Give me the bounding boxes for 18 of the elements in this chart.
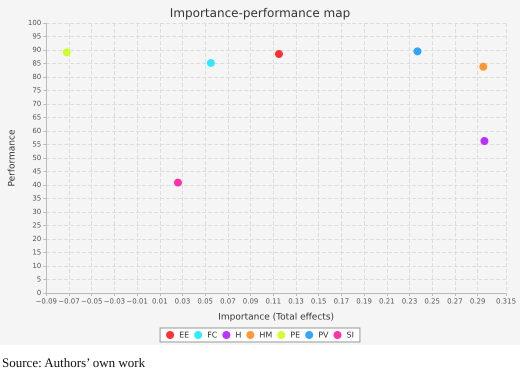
- x-axis-title: Importance (Total effects): [218, 312, 334, 322]
- legend-label: SI: [346, 330, 354, 340]
- point: [274, 50, 283, 58]
- source-note: Source: Authors’ own work: [1, 355, 146, 371]
- chart-title: Importance-performance map: [170, 6, 350, 20]
- y-axis-title: Performance: [8, 129, 18, 187]
- point: [174, 178, 182, 187]
- point: [480, 136, 488, 145]
- legend-label: PE: [290, 330, 300, 340]
- point: [413, 47, 422, 56]
- legend-label: H: [235, 330, 242, 340]
- point: [479, 62, 488, 71]
- legend-label: FC: [207, 330, 218, 340]
- point: [62, 48, 71, 56]
- legend-label: HM: [259, 330, 272, 340]
- legend-label: EE: [179, 330, 190, 340]
- point: [206, 58, 215, 67]
- legend-label: PV: [318, 330, 330, 340]
